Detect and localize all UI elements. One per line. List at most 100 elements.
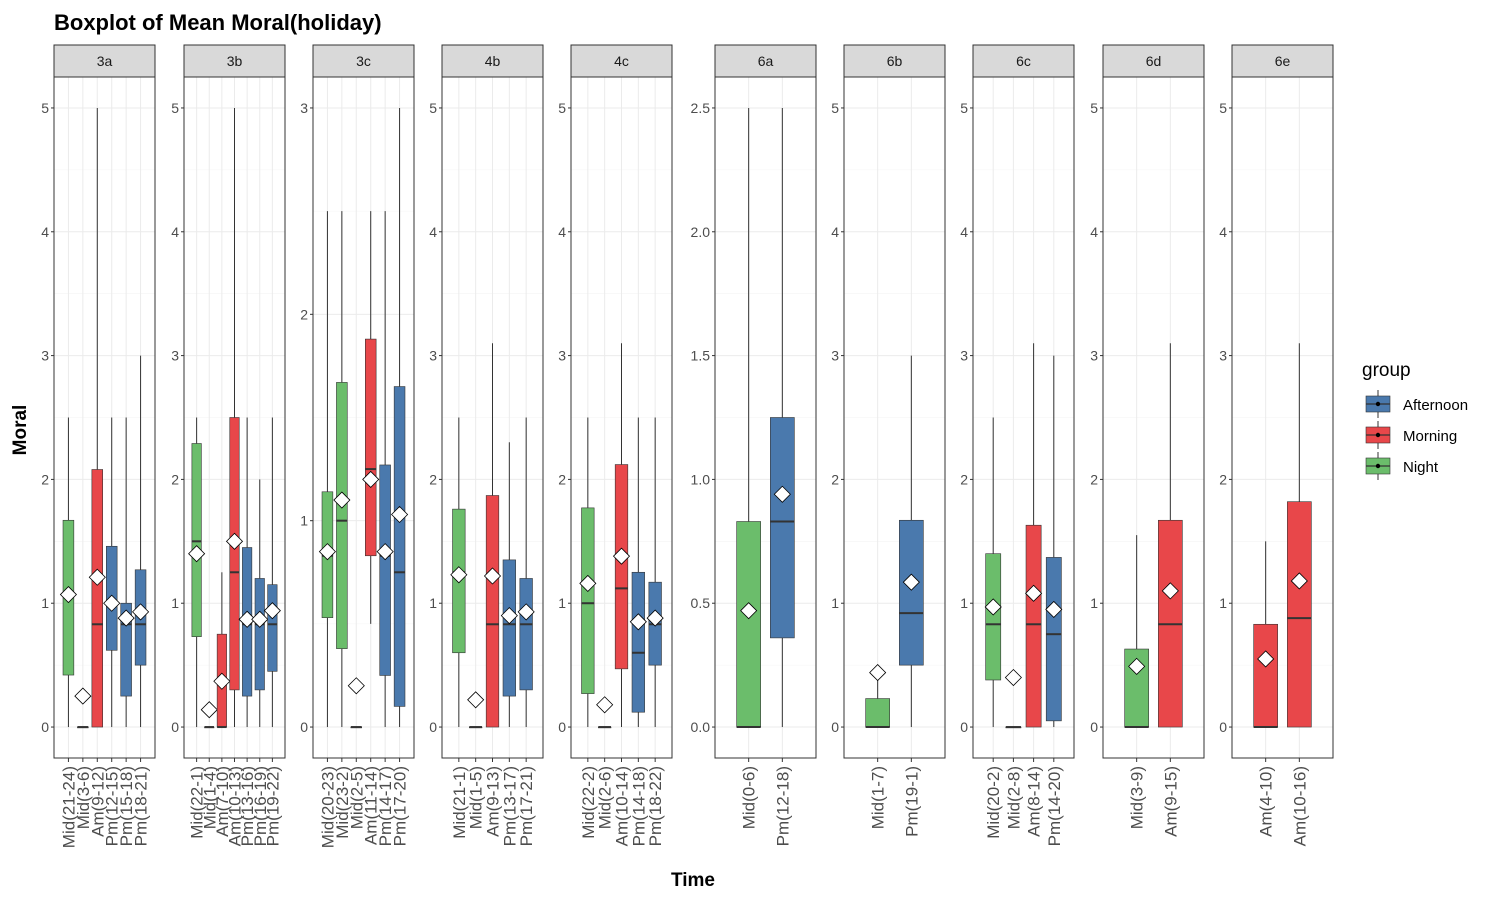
mean-marker: [251, 610, 269, 628]
box: [1287, 501, 1312, 728]
mean-marker: [238, 610, 256, 628]
x-tick-label: Pm(14-17): [376, 766, 395, 846]
x-tick-label: Mid(23-2): [333, 766, 352, 839]
facet-strip-label: 4c: [614, 53, 629, 69]
legend-title: group: [1362, 360, 1411, 381]
y-tick-label: 0.0: [691, 719, 711, 735]
box: [1045, 557, 1062, 722]
facet-strip: [843, 44, 946, 78]
x-tick-label: Mid(21-1): [450, 766, 469, 839]
box: [267, 584, 278, 672]
legend-items: Afternoon Morning Night: [1365, 390, 1468, 480]
legend-key-point: [1375, 401, 1381, 407]
y-tick-label: 0: [831, 719, 839, 735]
x-tick-label: Pm(13-16): [238, 766, 257, 846]
legend-item: Morning: [1365, 421, 1457, 449]
y-tick-label: 0.5: [691, 595, 711, 611]
y-tick-label: 2: [429, 471, 437, 487]
box: [120, 602, 132, 697]
x-tick-label: Pm(12-18): [773, 766, 792, 846]
legend: group Afternoon Morning Night: [1362, 360, 1468, 480]
facet-6c: 0 1 2 3 4 5 Mid(20-2) Mid(2-8) Am(8-14) Pm(14-20)…: [960, 44, 1075, 846]
y-tick-label: 3: [171, 348, 179, 364]
facet-strip: [972, 44, 1075, 78]
y-tick-label: 5: [429, 100, 437, 116]
y-tick-label: 4: [1219, 224, 1227, 240]
box: [254, 578, 265, 691]
mean-marker: [74, 687, 92, 705]
y-tick-label: 1.0: [691, 471, 711, 487]
y-tick-label: 1: [831, 595, 839, 611]
x-tick-label: Pm(19-22): [263, 766, 282, 846]
x-tick-label: Pm(17-21): [517, 766, 536, 846]
x-tick-label: Am(10-16): [1290, 766, 1309, 846]
y-tick-label: 0: [41, 719, 49, 735]
y-tick-label: 2: [171, 471, 179, 487]
mean-marker: [213, 672, 231, 690]
facet-strip-label: 3a: [97, 53, 113, 69]
mean-marker: [773, 485, 791, 503]
box: [393, 386, 406, 707]
facet-strip: [570, 44, 673, 78]
y-tick-label: 2: [831, 471, 839, 487]
y-tick-label: 5: [171, 100, 179, 116]
box: [1253, 623, 1278, 728]
y-tick-label: 5: [960, 100, 968, 116]
mean-marker: [902, 573, 920, 591]
y-tick-label: 5: [41, 100, 49, 116]
x-tick-label: Mid(22-2): [579, 766, 598, 839]
facet-3b: 0 1 2 3 4 5 Mid(22-1)Mid(1-4)Am(7-10)Am(10-13)…: [171, 44, 286, 846]
x-tick-label: Mid(1-7): [869, 766, 888, 829]
mean-marker: [467, 691, 485, 709]
mean-marker: [333, 491, 351, 509]
x-tick-label: Pm(14-18): [629, 766, 648, 846]
x-tick-label: Mid(1-4): [200, 766, 219, 829]
x-tick-label: Am(9-12): [88, 766, 107, 837]
y-tick-label: 0: [300, 719, 308, 735]
mean-marker: [1161, 582, 1179, 600]
mean-marker: [132, 603, 150, 621]
mean-marker: [483, 567, 502, 585]
mean-marker: [225, 532, 244, 550]
y-tick-label: 1.5: [691, 348, 711, 364]
mean-marker: [362, 470, 380, 488]
facet-strip-label: 6a: [758, 53, 774, 69]
y-tick-label: 1: [171, 595, 179, 611]
mean-marker: [88, 568, 106, 586]
mean-marker: [1257, 650, 1275, 668]
y-tick-label: 4: [429, 224, 437, 240]
y-tick-label: 1: [558, 595, 566, 611]
legend-item: Afternoon: [1365, 390, 1468, 418]
facet-3c: 0 1 2 3 Mid(20-23)Mid(23-2)Mid(2-5)Am(11-14)…: [300, 44, 415, 848]
chart-title: Boxplot of Mean Moral(holiday): [54, 10, 382, 35]
box: [91, 469, 103, 728]
y-tick-label: 5: [558, 100, 566, 116]
box: [379, 464, 391, 676]
y-tick-label: 4: [831, 224, 839, 240]
y-tick-label: 2: [41, 471, 49, 487]
x-tick-label: Mid(0-6): [740, 766, 759, 829]
x-tick-label: Am(8-14): [1025, 766, 1044, 837]
x-tick-label: Mid(3-9): [1128, 766, 1147, 829]
box: [581, 507, 595, 694]
y-tick-label: 2: [558, 471, 566, 487]
y-tick-label: 0: [171, 719, 179, 735]
box: [1025, 524, 1042, 728]
legend-label: Night: [1403, 459, 1439, 476]
mean-marker: [1290, 572, 1308, 590]
box: [985, 553, 1002, 681]
facet-strip: [714, 44, 817, 78]
y-tick-label: 2: [1090, 471, 1098, 487]
y-tick-label: 3: [960, 348, 968, 364]
box: [519, 578, 533, 691]
x-tick-label: Mid(20-23): [318, 766, 337, 848]
y-tick-label: 1: [960, 595, 968, 611]
x-tick-label: Pm(18-21): [132, 766, 151, 846]
box: [485, 495, 500, 728]
facet-strip-label: 6d: [1146, 53, 1162, 69]
y-tick-label: 4: [1090, 224, 1098, 240]
x-tick-label: Pm(13-17): [500, 766, 519, 846]
y-tick-label: 3: [558, 348, 566, 364]
mean-marker: [1045, 600, 1063, 618]
